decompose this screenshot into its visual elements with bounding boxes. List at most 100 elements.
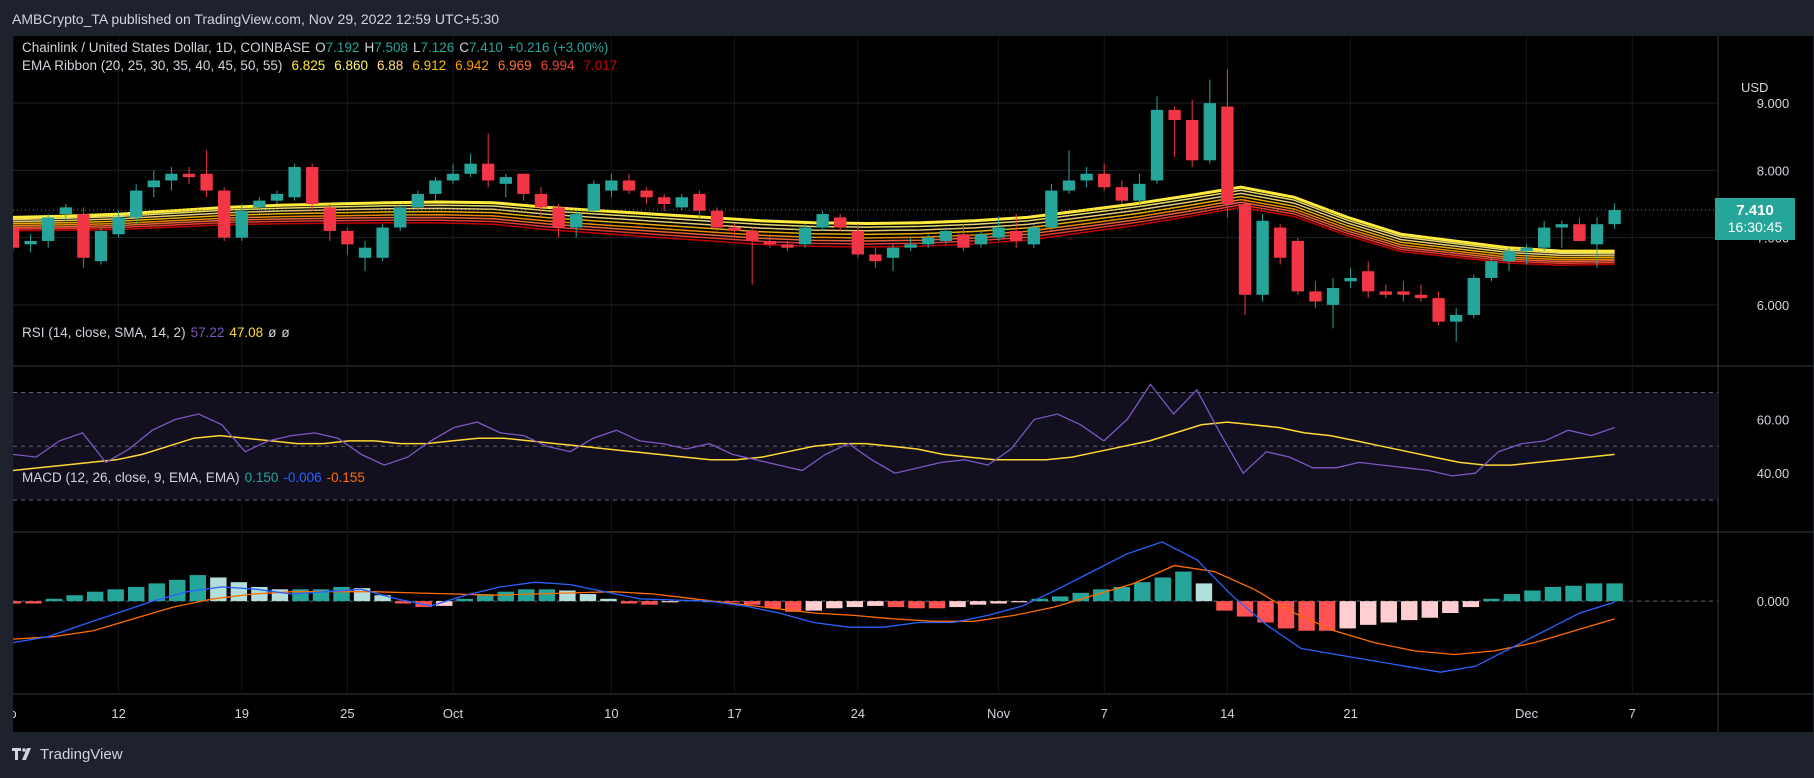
candle-body <box>1045 190 1058 228</box>
macd-histogram-bar <box>908 601 925 609</box>
time-tick-label: Dec <box>1515 706 1539 721</box>
candle-body <box>200 173 213 191</box>
time-tick-label: Oct <box>443 706 464 721</box>
macd-histogram-bar <box>846 601 864 608</box>
time-tick-label: 19 <box>235 706 249 721</box>
macd-histogram-bar <box>374 595 391 602</box>
candle-body <box>1379 291 1392 295</box>
time-tick-label: 17 <box>727 706 741 721</box>
rsi-ma-line <box>13 421 1615 472</box>
tradingview-logo-text: TradingView <box>40 746 123 763</box>
macd-histogram-bar <box>1298 601 1315 631</box>
time-tick-label: 24 <box>851 706 865 721</box>
candle-body <box>922 237 935 245</box>
macd-label[interactable]: MACD (12, 26, close, 9, EMA, EMA) <box>22 470 240 485</box>
candle-body <box>798 227 812 245</box>
candle-body <box>1432 298 1445 322</box>
candle-body <box>341 230 354 245</box>
macd-histogram-bar <box>949 601 966 608</box>
candle-body <box>235 210 248 238</box>
macd-histogram-bar <box>312 589 330 602</box>
macd-histogram-bar <box>826 601 843 609</box>
ema-legend: EMA Ribbon (20, 25, 30, 35, 40, 45, 50, … <box>22 58 617 73</box>
macd-histogram-bar <box>1524 590 1541 602</box>
bottom-bar: TradingView <box>0 732 1814 778</box>
macd-histogram-bar <box>1462 601 1480 608</box>
candle-body <box>1168 109 1181 120</box>
time-tick-label: 12 <box>111 706 125 721</box>
macd-histogram-bar <box>518 589 535 602</box>
macd-histogram-bar <box>66 595 83 602</box>
macd-histogram-bar <box>497 591 515 602</box>
candle-body <box>1274 227 1287 258</box>
candle-body <box>182 173 196 178</box>
macd-histogram-bar <box>641 601 658 605</box>
candle-body <box>270 193 284 201</box>
rsi-value: 57.22 <box>190 325 225 340</box>
macd-histogram-bar <box>620 601 638 604</box>
macd-histogram-bar <box>271 589 289 602</box>
rsi-label[interactable]: RSI (14, close, SMA, 14, 2) <box>22 325 186 340</box>
candle-body <box>992 227 1005 238</box>
macd-histogram-bar <box>1031 598 1048 602</box>
candle-body <box>974 234 988 245</box>
candle-body <box>1027 227 1040 245</box>
chart-area[interactable]: 9.0008.0007.0006.00060.0040.000.000p1219… <box>13 36 1813 732</box>
ema-value: 6.942 <box>455 58 489 73</box>
candle-body <box>939 230 952 241</box>
macd-histogram-bar <box>887 601 905 608</box>
candle-body <box>394 207 407 228</box>
macd-histogram-bar <box>45 598 63 602</box>
macd-histogram-bar <box>456 598 473 602</box>
candle-body <box>746 230 759 241</box>
candle-body <box>1080 173 1093 181</box>
candle-body <box>1608 210 1621 225</box>
ema-ribbon-line <box>13 203 1615 265</box>
candle-body <box>306 167 319 204</box>
ema-label[interactable]: EMA Ribbon (20, 25, 30, 35, 40, 45, 50, … <box>22 58 283 73</box>
rsi-na-1: ø <box>268 325 277 340</box>
candle-body <box>622 180 636 191</box>
macd-line-value: -0.006 <box>283 470 322 485</box>
candle-body <box>869 254 882 262</box>
macd-histogram-bar <box>1421 601 1439 618</box>
macd-histogram-bar <box>189 575 207 602</box>
candle-body <box>710 210 724 228</box>
candle-body <box>1062 180 1076 191</box>
candle-body <box>1256 220 1269 295</box>
chart-svg[interactable]: 9.0008.0007.0006.00060.0040.000.000p1219… <box>13 36 1813 732</box>
macd-histogram-bar <box>805 601 823 611</box>
candle-body <box>1555 224 1568 228</box>
candle-body <box>886 247 900 258</box>
tradingview-logo[interactable]: TradingView <box>12 746 123 763</box>
ema-ribbon-line <box>13 195 1615 259</box>
macd-histogram-bar <box>1195 583 1213 602</box>
macd-histogram-bar <box>1072 592 1089 602</box>
macd-histogram-bar <box>764 601 781 609</box>
candle-body <box>411 193 424 208</box>
high-value: 7.508 <box>374 40 408 55</box>
macd-histogram-bar <box>1401 601 1418 621</box>
candle-body <box>552 207 565 228</box>
low-value: 7.126 <box>420 40 455 55</box>
ema-value: 7.017 <box>583 58 618 73</box>
macd-histogram-bar <box>210 577 227 602</box>
currency-label: USD <box>1741 80 1769 95</box>
time-tick-label: p <box>13 706 17 721</box>
macd-histogram-bar <box>1380 601 1397 623</box>
time-tick-label: 7 <box>1101 706 1108 721</box>
candle-body <box>1450 314 1463 322</box>
close-value: 7.410 <box>469 40 503 55</box>
macd-histogram-bar <box>477 594 494 602</box>
symbol-label[interactable]: Chainlink / United States Dollar, 1D, CO… <box>22 40 311 55</box>
macd-histogram-bar <box>1359 601 1377 625</box>
candle-body <box>376 227 389 258</box>
candle-body <box>675 197 688 208</box>
ema-ribbon-line <box>13 189 1615 254</box>
candle-body <box>253 200 266 208</box>
candle-body <box>59 207 72 215</box>
candle-body <box>1203 103 1216 161</box>
candle-body <box>1150 109 1164 181</box>
candle-body <box>1485 261 1498 278</box>
candle-body <box>1309 291 1322 302</box>
